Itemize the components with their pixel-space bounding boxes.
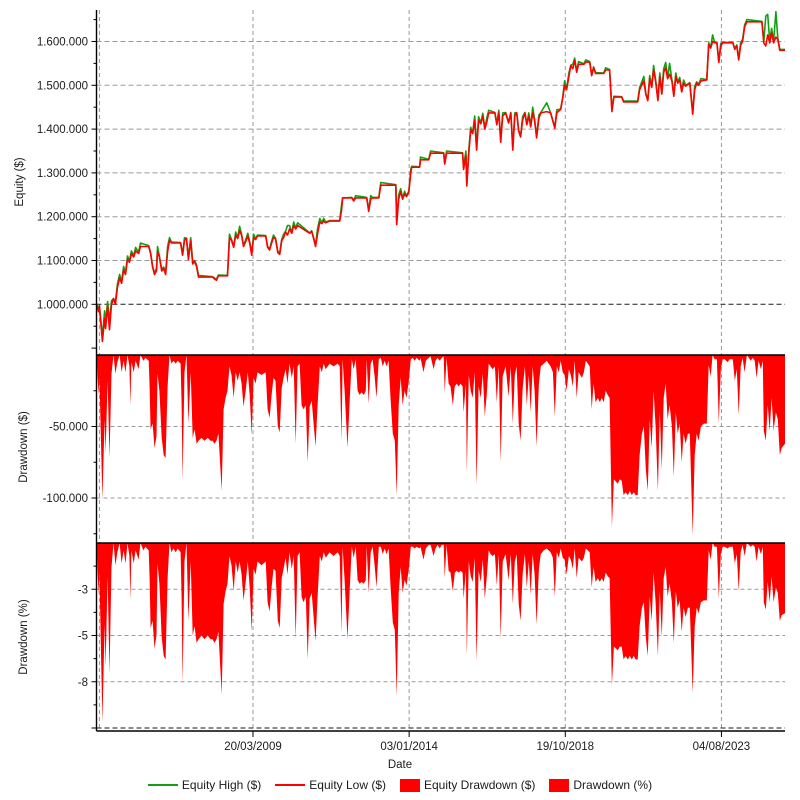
drawdown-pct-axis-title: Drawdown (%) (18, 599, 30, 675)
equity-high-line-swatch-icon (147, 784, 178, 786)
svg-text:03/01/2014: 03/01/2014 (380, 741, 438, 753)
legend-label: Equity Drawdown ($) (424, 778, 536, 792)
svg-text:1.000.000: 1.000.000 (37, 299, 88, 311)
svg-text:20/03/2009: 20/03/2009 (224, 741, 282, 753)
svg-text:1.300.000: 1.300.000 (37, 168, 88, 180)
svg-text:1.400.000: 1.400.000 (37, 124, 88, 136)
equity-low-line-swatch-icon (275, 784, 306, 786)
equity-drawdown-swatch-icon (400, 778, 420, 792)
svg-text:04/08/2023: 04/08/2023 (693, 741, 751, 753)
svg-text:-3: -3 (78, 584, 88, 596)
equity-axis-title: Equity ($) (14, 157, 26, 207)
date-axis-title: Date (387, 759, 413, 771)
svg-text:1.600.000: 1.600.000 (37, 37, 88, 49)
legend-label: Equity High ($) (181, 778, 262, 792)
svg-text:-100.000: -100.000 (43, 493, 88, 505)
legend-item-equity-drawdown: Equity Drawdown ($) (400, 778, 535, 792)
legend-item-equity-high: Equity High ($) (147, 778, 262, 792)
legend-label: Drawdown (%) (573, 778, 653, 792)
svg-text:-5: -5 (78, 631, 88, 643)
chart-legend: Equity High ($) Equity Low ($) Equity Dr… (0, 778, 800, 792)
svg-text:19/10/2018: 19/10/2018 (536, 741, 594, 753)
svg-text:1.500.000: 1.500.000 (37, 80, 88, 92)
legend-item-drawdown-pct: Drawdown (%) (549, 778, 652, 792)
svg-text:-8: -8 (78, 677, 88, 689)
svg-text:1.100.000: 1.100.000 (37, 256, 88, 268)
drawdown-pct-swatch-icon (549, 778, 570, 792)
svg-text:-50.000: -50.000 (49, 422, 88, 434)
svg-text:1.200.000: 1.200.000 (37, 212, 88, 224)
legend-item-equity-low: Equity Low ($) (275, 778, 386, 792)
drawdown-usd-axis-title: Drawdown ($) (18, 411, 30, 483)
legend-label: Equity Low ($) (309, 778, 386, 792)
